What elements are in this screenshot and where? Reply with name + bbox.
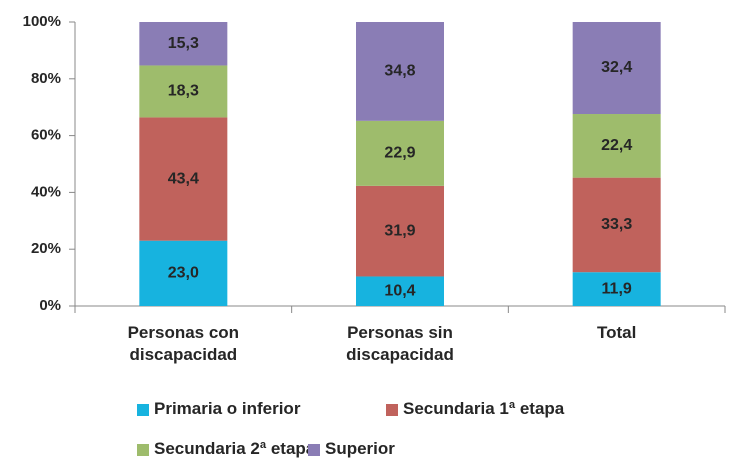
value-label: 22,4 xyxy=(601,137,632,154)
bar-segment xyxy=(572,272,661,306)
bar-segment xyxy=(572,114,661,178)
bar-segment xyxy=(139,117,228,241)
x-tick-label: Personas con discapacidad xyxy=(127,323,240,364)
legend-label: Primaria o inferior xyxy=(154,399,301,418)
legend-swatch xyxy=(308,444,320,456)
bar-segment xyxy=(139,22,228,66)
value-label: 15,3 xyxy=(168,35,199,52)
y-tick-label: 80% xyxy=(31,70,61,87)
bar-segment xyxy=(356,120,444,186)
x-tick-label: Total xyxy=(596,323,637,342)
value-label: 18,3 xyxy=(168,83,199,100)
bar-segment xyxy=(139,240,228,306)
value-label: 34,8 xyxy=(384,63,415,80)
value-label: 32,4 xyxy=(601,59,632,76)
bar-segment xyxy=(139,65,228,118)
legend-swatch xyxy=(137,444,149,456)
legend-label: Secundaria 1ª etapa xyxy=(403,399,565,418)
bar-segment xyxy=(572,22,661,115)
legend-label: Superior xyxy=(325,439,395,458)
value-label: 22,9 xyxy=(384,145,415,162)
bar-segment xyxy=(356,22,444,121)
y-tick-label: 0% xyxy=(39,297,61,314)
value-label: 31,9 xyxy=(384,222,415,239)
bar-segment xyxy=(356,185,444,277)
y-tick-label: 100% xyxy=(23,13,61,30)
bar-segment xyxy=(572,177,661,273)
y-tick-label: 40% xyxy=(31,183,61,200)
y-tick-label: 20% xyxy=(31,240,61,257)
y-tick-label: 60% xyxy=(31,127,61,144)
value-label: 10,4 xyxy=(384,282,415,299)
bar-segment xyxy=(356,276,444,306)
value-label: 11,9 xyxy=(602,280,632,297)
x-tick-label: Personas sin discapacidad xyxy=(346,323,454,364)
legend-swatch xyxy=(386,404,398,416)
value-label: 33,3 xyxy=(601,216,632,233)
legend-swatch xyxy=(137,404,149,416)
value-label: 43,4 xyxy=(168,170,199,187)
value-label: 23,0 xyxy=(168,265,199,282)
legend-label: Secundaria 2ª etapa xyxy=(154,439,316,458)
